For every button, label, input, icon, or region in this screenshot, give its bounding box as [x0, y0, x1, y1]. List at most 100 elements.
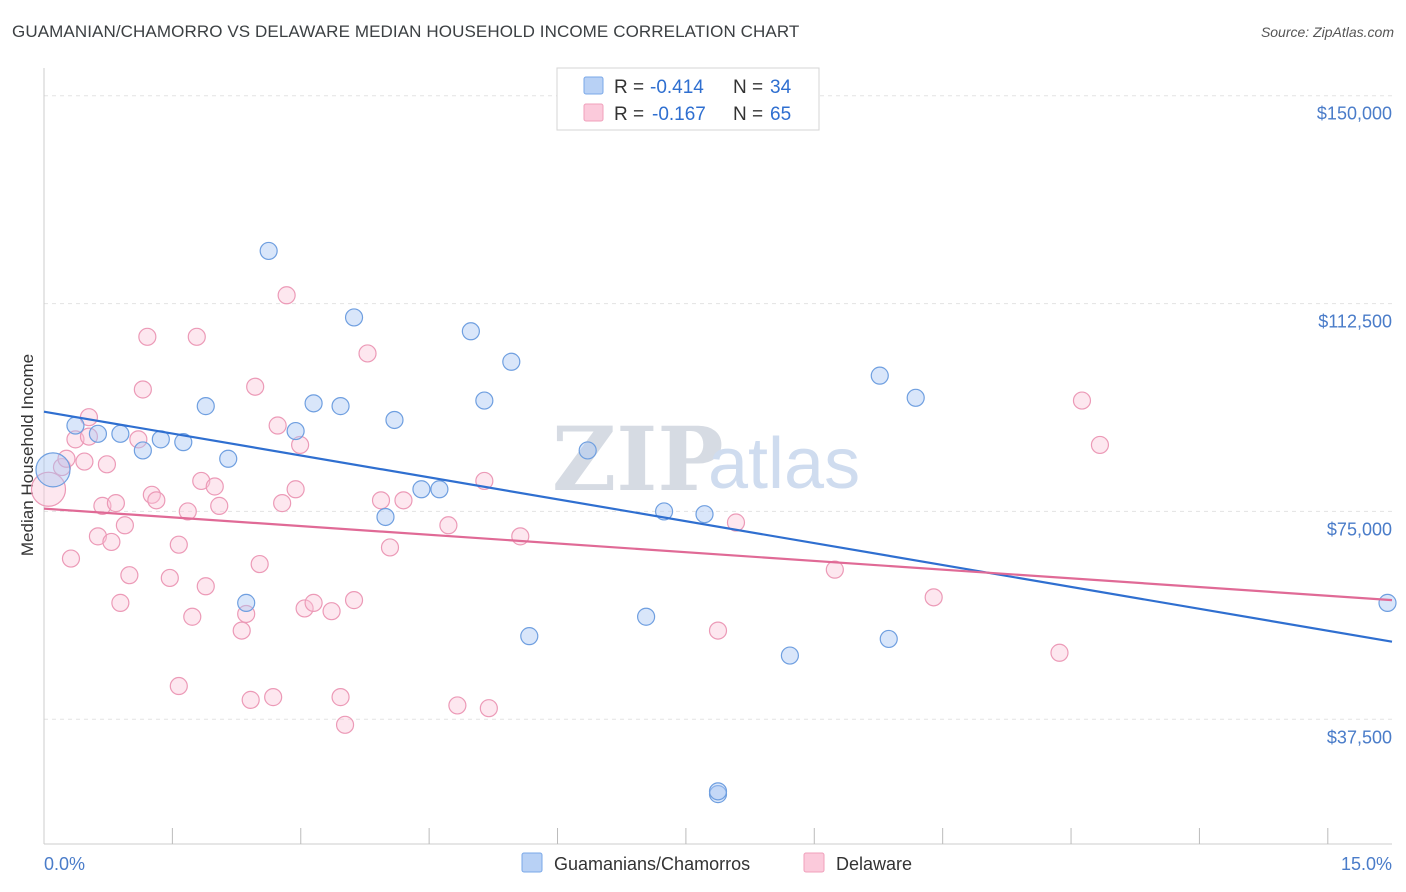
bottom-legend-label-delaware: Delaware	[836, 854, 912, 874]
delaware-point	[160, 568, 179, 588]
delaware-point	[210, 496, 229, 515]
guamanian-trend-line	[43, 410, 1393, 643]
guamanian-point	[66, 416, 85, 435]
y-tick-label: $37,500	[1327, 727, 1392, 747]
guamanian-point	[870, 366, 889, 385]
legend-n-value-1: 34	[770, 77, 792, 98]
delaware-point	[138, 327, 157, 346]
delaware-point	[380, 538, 400, 557]
delaware-point	[120, 566, 139, 585]
legend-swatch-delaware	[583, 103, 604, 122]
legend-r-label-1: R =	[614, 77, 644, 98]
legend: R = -0.414 N = 34 R = -0.167 N = 65	[556, 67, 820, 131]
delaware-point	[394, 491, 413, 510]
delaware-point	[246, 377, 265, 396]
bottom-legend-swatch-delaware	[803, 852, 825, 873]
guamanian-point	[578, 441, 597, 460]
bottom-legend: Guamanians/Chamorros Delaware	[521, 852, 912, 874]
delaware-point	[192, 471, 211, 491]
legend-r-value-1: -0.414	[650, 77, 704, 98]
delaware-point	[129, 430, 148, 449]
guamanian-point	[286, 421, 305, 441]
guamanian-point	[879, 629, 898, 649]
guamanian-point	[196, 397, 215, 416]
y-tick-labels: $37,500 $75,000 $112,500 $150,000	[1317, 104, 1392, 748]
delaware-point	[241, 690, 260, 709]
guamanian-point	[708, 782, 728, 801]
delaware-point	[1050, 643, 1069, 662]
delaware-point	[169, 676, 188, 696]
legend-swatch-guamanian	[583, 76, 604, 95]
guamanian-point	[412, 480, 431, 499]
guamanian-point	[331, 397, 350, 416]
legend-n-value-2: 65	[770, 104, 791, 125]
guamanian-point	[502, 352, 521, 371]
y-axis-label: Median Household Income	[18, 354, 37, 556]
delaware-point	[169, 535, 188, 554]
delaware-point	[358, 344, 377, 363]
delaware-point	[88, 527, 108, 546]
delaware-point	[291, 435, 310, 455]
y-tick-label: $150,000	[1317, 104, 1392, 124]
delaware-point	[726, 513, 746, 532]
guamanian-point	[461, 322, 480, 341]
delaware-point	[825, 560, 844, 579]
guamanian-point	[1378, 593, 1397, 612]
legend-n-label-1: N =	[733, 77, 763, 98]
delaware-point	[102, 532, 121, 552]
delaware-point	[708, 621, 728, 640]
delaware-point	[439, 516, 458, 535]
grid-lines	[44, 95, 1392, 720]
trend-lines	[43, 410, 1393, 643]
legend-n-label-2: N =	[733, 104, 763, 125]
guamanian-point	[520, 627, 539, 646]
guamanian-point	[133, 441, 152, 460]
guamanian-points	[35, 241, 1397, 804]
delaware-point	[264, 688, 283, 707]
delaware-point	[1072, 391, 1092, 410]
watermark-atlas: atlas	[708, 424, 860, 504]
guamanian-point	[111, 424, 130, 443]
delaware-point	[335, 715, 355, 734]
delaware-point	[232, 621, 251, 640]
delaware-point	[205, 477, 224, 496]
guamanian-point	[237, 593, 256, 612]
delaware-point	[322, 602, 341, 621]
delaware-point	[268, 416, 287, 435]
guamanian-point	[637, 607, 656, 626]
delaware-point	[479, 699, 498, 718]
source-label: Source: ZipAtlas.com	[1260, 24, 1394, 40]
y-tick-label: $112,500	[1318, 312, 1392, 332]
delaware-point	[344, 591, 364, 610]
delaware-point	[196, 577, 215, 596]
delaware-point	[115, 516, 134, 535]
chart-title: GUAMANIAN/CHAMORRO VS DELAWARE MEDIAN HO…	[12, 22, 800, 41]
delaware-point	[183, 607, 202, 626]
delaware-point	[371, 491, 391, 510]
bottom-legend-swatch-guamanian	[521, 852, 543, 873]
guamanian-point	[304, 394, 323, 413]
delaware-point	[187, 327, 206, 346]
delaware-point	[1090, 435, 1110, 455]
guamanian-point	[376, 507, 395, 527]
delaware-trend-line	[43, 507, 1393, 602]
delaware-point	[75, 452, 94, 471]
delaware-point	[147, 491, 166, 510]
legend-r-label-2: R =	[614, 104, 644, 125]
delaware-point	[178, 502, 197, 521]
delaware-point	[66, 430, 85, 449]
delaware-point	[133, 380, 152, 399]
delaware-point	[250, 554, 269, 574]
delaware-point	[331, 688, 350, 707]
guamanian-point	[430, 480, 449, 499]
guamanian-point	[219, 449, 238, 468]
guamanian-point	[906, 388, 925, 407]
delaware-point	[286, 480, 305, 499]
x-tick-label-min: 0.0%	[44, 854, 85, 874]
x-tick-label-max: 15.0%	[1341, 854, 1392, 874]
delaware-point	[304, 593, 323, 612]
guamanian-point	[35, 452, 71, 488]
guamanian-point	[475, 391, 494, 410]
x-tick-marks	[171, 828, 1329, 844]
